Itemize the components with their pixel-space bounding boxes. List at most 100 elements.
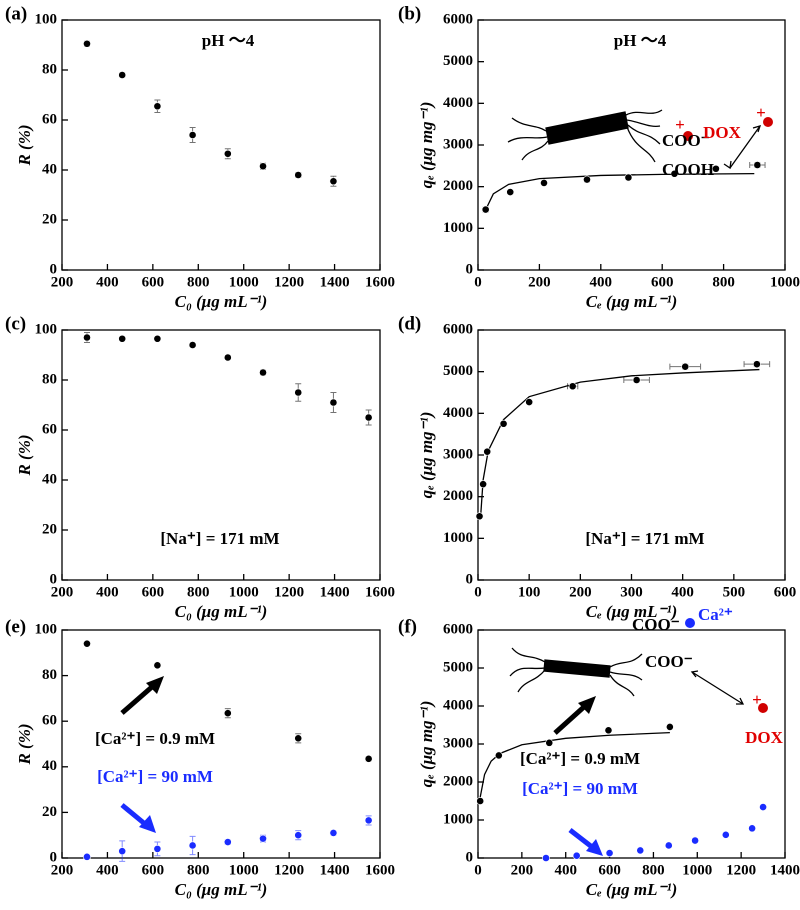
x-tick-label: 200 [528,274,551,290]
y-axis-title: qₑ (μg mg⁻¹) [417,701,436,788]
data-point [329,177,338,186]
x-tick-label: 800 [187,862,210,878]
y-tick-label: 40 [42,758,57,774]
x-tick-label: 400 [96,274,119,290]
annotation: COOH [662,160,714,179]
fit-curve [483,172,755,214]
arrow [553,696,603,856]
data-point [329,398,338,407]
data-point [572,851,581,860]
data-point [118,71,127,79]
y-tick-label: 0 [466,261,474,277]
data-point [294,831,303,840]
data-point [664,841,673,850]
panel-label: (a) [5,3,27,24]
data-point [153,102,162,111]
x-tick-label: 400 [590,274,613,290]
y-tick-label: 5000 [443,53,473,69]
dox-molecule [683,131,693,141]
data-point [604,726,613,735]
y-tick-label: 100 [35,11,58,27]
data-point [691,836,699,845]
annotation: [Na⁺] = 171 mM [585,529,704,548]
x-tick-label: 1400 [770,862,800,878]
data-point [259,162,267,171]
x-axis-title: C₀ (μg mL⁻¹) [175,602,268,621]
fit-curve [479,731,670,798]
data-point [118,334,127,343]
y-tick-label: 5000 [443,659,473,675]
x-tick-label: 1000 [229,584,259,600]
y-tick-label: 3000 [443,446,473,462]
series-label: [Ca²⁺] = 0.9 mM [520,749,640,768]
y-tick-label: 0 [50,571,58,587]
x-tick-label: 800 [642,862,665,878]
data-point [670,169,679,178]
data-point [753,161,762,169]
data-point [499,419,508,428]
x-tick-label: 200 [51,274,74,290]
data-point [476,797,485,805]
data-point [479,480,488,489]
x-tick-label: 1600 [365,274,395,290]
data-point [583,175,591,184]
x-tick-label: 400 [671,584,694,600]
nanotube-diagram [509,647,745,705]
y-tick-label: 80 [42,667,57,683]
data-point [118,847,127,856]
annotation: COO⁻ [632,615,680,634]
x-tick-label: 0 [474,862,482,878]
data-point [223,838,232,846]
x-tick-label: 800 [187,274,210,290]
data-point [83,333,91,342]
x-tick-label: 1400 [320,584,350,600]
y-tick-label: 80 [42,61,57,77]
arrow [120,676,164,833]
annotation: + [756,103,766,122]
data-point [540,179,548,187]
panel-label: (c) [5,313,26,334]
panel-label: (b) [398,3,421,24]
data-point [223,149,232,158]
plot-frame [477,19,786,271]
y-tick-label: 3000 [443,136,473,152]
plot-frame [61,19,381,271]
panel-label: (e) [5,616,26,637]
x-tick-label: 1600 [365,584,395,600]
y-tick-label: 4000 [443,697,473,713]
x-tick-label: 1400 [320,862,350,878]
x-tick-label: 600 [774,584,797,600]
series-label: [Ca²⁺] = 0.9 mM [95,729,215,748]
y-tick-label: 2000 [443,488,473,504]
annotation: DOX [703,123,742,142]
data-point [506,188,515,196]
panel-label: (f) [398,616,417,637]
y-tick-label: 6000 [443,321,473,337]
y-tick-label: 60 [42,111,57,127]
data-point [364,413,373,422]
x-tick-label: 800 [187,584,210,600]
x-tick-label: 600 [598,862,621,878]
data-point [188,841,197,850]
data-point [294,388,303,397]
y-tick-label: 4000 [443,95,473,111]
x-tick-label: 200 [569,584,592,600]
data-point [483,447,492,456]
x-tick-label: 500 [723,584,746,600]
y-tick-label: 40 [42,471,57,487]
x-tick-label: 400 [96,862,119,878]
data-point [475,512,484,521]
y-tick-label: 4000 [443,405,473,421]
data-point [329,829,338,837]
y-tick-label: 0 [50,261,58,277]
series-label: [Ca²⁺] = 90 mM [97,767,213,786]
annotation: COO⁻ [645,652,693,671]
x-tick-label: 1000 [682,862,712,878]
y-tick-label: 0 [466,849,474,865]
data-point [748,824,757,833]
y-axis-title: R (%) [15,124,34,166]
y-tick-label: 1000 [443,220,473,236]
x-axis-title: Cₑ (μg mL⁻¹) [586,602,678,621]
y-tick-label: 5000 [443,363,473,379]
